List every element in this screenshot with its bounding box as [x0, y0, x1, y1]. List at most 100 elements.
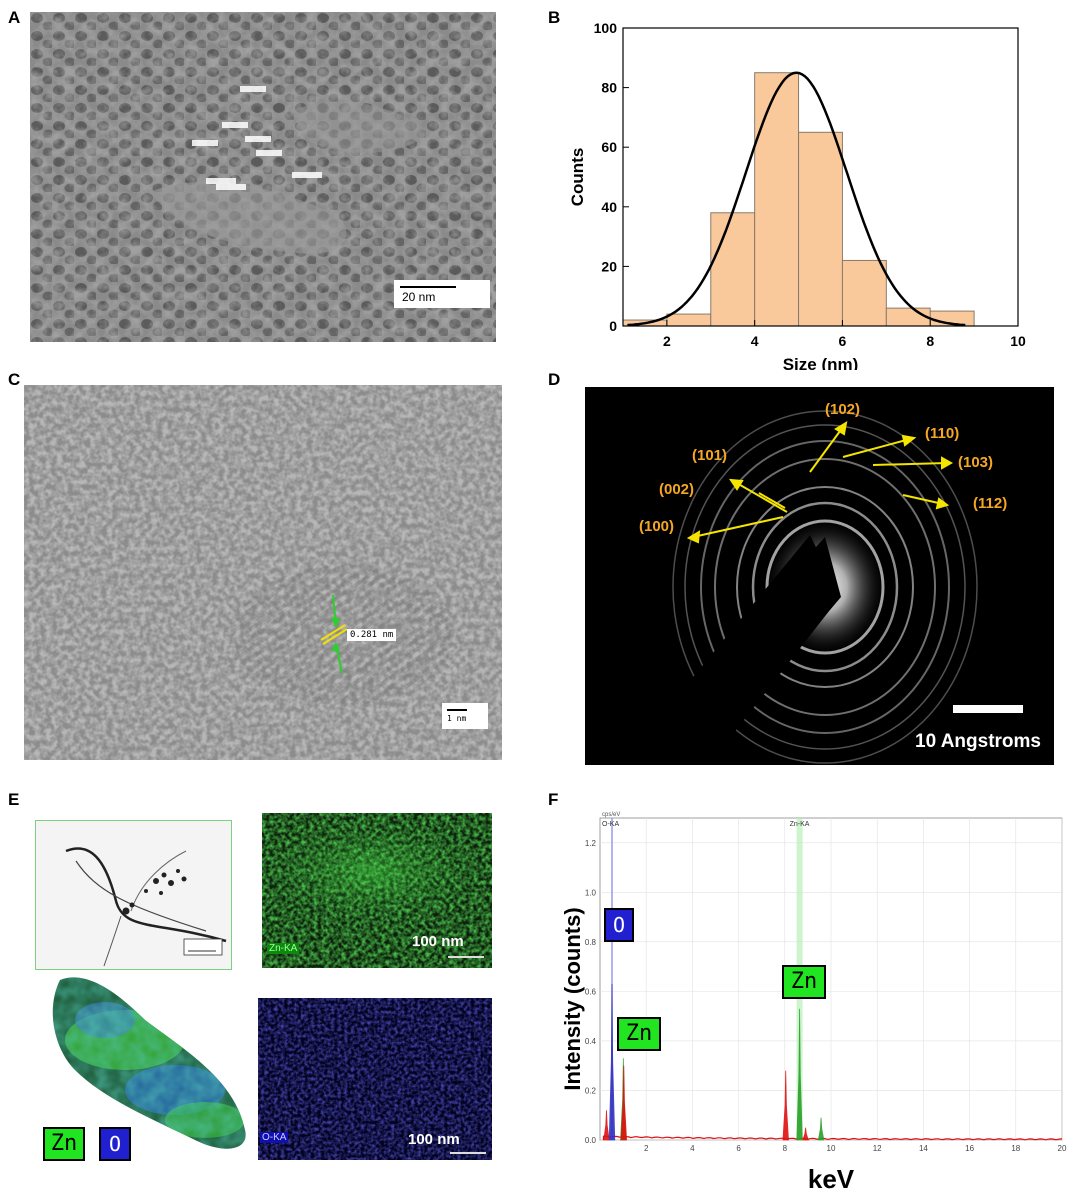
panel-label-a: A — [8, 8, 21, 27]
y-tick-label-f-0: 0.0 — [585, 1136, 597, 1145]
tem-image: 20 nm — [30, 12, 496, 342]
x-tick-label-4: 10 — [1010, 333, 1026, 349]
histogram-bar-1 — [666, 313, 712, 327]
zn-map-scale-line — [448, 956, 484, 958]
o-map-svg — [258, 998, 492, 1160]
spectrum-peak-5 — [796, 1008, 803, 1141]
overlay-map — [35, 970, 250, 1160]
ring-label-112: (112) — [973, 495, 1008, 512]
eds-legend-zn-1: Zn — [617, 1017, 661, 1051]
y-tick-label-0: 0 — [609, 318, 617, 334]
scale-bar-line — [400, 286, 456, 288]
legend-o-badge: O — [99, 1127, 131, 1161]
y-tick-label-3: 60 — [601, 139, 617, 155]
bright-field-svg — [65, 847, 227, 967]
y-tick-label-f-1: 0.2 — [585, 1086, 597, 1095]
histogram-bar-2 — [710, 212, 756, 327]
histogram-bar-4 — [798, 131, 843, 327]
x-tick-label-2: 6 — [839, 333, 847, 349]
plot-frame — [622, 27, 1019, 327]
eds-legend-o: O — [604, 908, 634, 942]
tem-image-texture — [30, 12, 496, 342]
overlay-map-svg — [52, 977, 246, 1149]
x-tick-label-f-4: 10 — [827, 1144, 836, 1153]
y-tick-label-2: 40 — [601, 199, 617, 215]
y-tick-label-5: 100 — [594, 20, 618, 36]
marker-label-zn: Zn-KA — [790, 821, 810, 828]
o-map-label: O-KA — [260, 1132, 289, 1143]
zn-map-svg — [262, 813, 492, 968]
bright-field-image — [35, 820, 232, 970]
top-unit-label: cps/eV — [602, 812, 620, 818]
scale-bar-box: 20 nm — [394, 280, 490, 308]
spectrum-peak-1 — [608, 983, 616, 1141]
ring-label-100: (100) — [639, 518, 675, 535]
ring-label-103: (103) — [958, 454, 994, 471]
hrtem-image: 0.281 nm 1 nm — [24, 385, 502, 760]
scale-bar-label-d: 10 Angstroms — [915, 731, 1041, 752]
x-axis-label: Size (nm) — [783, 355, 859, 370]
y-tick-label-f-2: 0.4 — [585, 1037, 597, 1046]
y-axis-label: Counts — [568, 148, 587, 207]
o-map-scale-line — [450, 1152, 486, 1154]
x-tick-label-f-3: 8 — [783, 1144, 788, 1153]
panel-label-d: D — [548, 370, 561, 389]
x-tick-label-f-1: 4 — [690, 1144, 695, 1153]
scale-bar-label-c: 1 nm — [447, 714, 467, 723]
saed-pattern: (100) (002) (101) (102) (110) (103) (112… — [585, 387, 1054, 765]
eds-spectrum-chart: 0.0 0.2 0.4 0.6 0.8 1.0 1.2 2 4 6 8 10 12 14 16 18 20 O-K… — [560, 812, 1067, 1194]
zn-map-label: Zn-KA — [267, 943, 300, 954]
marker-label-o: O-KA — [602, 821, 619, 828]
x-tick-label-f-6: 14 — [919, 1144, 928, 1153]
x-tick-label-f-7: 16 — [965, 1144, 974, 1153]
eds-legend-zn-2: Zn — [782, 965, 826, 999]
histogram-bar-5 — [841, 259, 887, 327]
x-tick-label-f-5: 12 — [873, 1144, 882, 1153]
hrtem-texture — [24, 385, 502, 760]
spectrum-peak-7 — [817, 1117, 825, 1141]
saed-svg — [672, 410, 978, 764]
y-tick-label-4: 80 — [601, 80, 617, 96]
y-tick-label-1: 20 — [601, 258, 617, 274]
spectrum-peak-4 — [782, 1070, 789, 1141]
panel-label-c: C — [8, 370, 21, 389]
panel-label-f: F — [548, 790, 559, 809]
zn-map-scale-label: 100 nm — [412, 933, 464, 950]
scale-bar-box-c: 1 nm — [442, 703, 488, 729]
y-tick-label-f-3: 0.6 — [585, 987, 597, 996]
x-tick-label-f-0: 2 — [644, 1144, 649, 1153]
x-tick-label-3: 8 — [926, 333, 934, 349]
spectrum-peak-0 — [603, 1110, 610, 1141]
zn-map: Zn-KA 100 nm — [262, 813, 492, 968]
panel-label-e: E — [8, 790, 20, 809]
histogram-bar-3 — [754, 72, 800, 327]
lattice-spacing-label: 0.281 nm — [347, 629, 397, 641]
y-axis-label-f: Intensity (counts) — [560, 907, 585, 1090]
x-tick-label-1: 4 — [751, 333, 759, 349]
scale-bar-label: 20 nm — [402, 290, 436, 304]
gaussian-fit-line — [627, 71, 966, 327]
o-map-scale-label: 100 nm — [408, 1131, 460, 1148]
x-axis-label-f: keV — [808, 1164, 855, 1194]
panel-label-b: B — [548, 8, 561, 27]
legend-zn-badge: Zn — [43, 1127, 85, 1161]
spectrum-peak-3 — [620, 1065, 627, 1141]
x-tick-label-f-8: 18 — [1011, 1144, 1020, 1153]
scale-bar-line-c — [447, 709, 467, 711]
x-tick-label-f-9: 20 — [1058, 1144, 1067, 1153]
y-tick-label-f-4: 0.8 — [585, 938, 597, 947]
histogram-bar-6 — [885, 307, 931, 327]
scale-bar-line-d — [953, 705, 1023, 713]
y-tick-label-f-5: 1.0 — [585, 888, 597, 897]
x-tick-label-f-2: 6 — [736, 1144, 741, 1153]
x-tick-label-0: 2 — [663, 333, 671, 349]
ring-label-110: (110) — [925, 425, 960, 442]
o-map: O-KA 100 nm — [258, 998, 492, 1160]
spectrum-baseline — [602, 1135, 1063, 1141]
ring-label-101: (101) — [692, 447, 728, 464]
spectrum-peak-6 — [802, 1127, 809, 1141]
y-tick-label-f-6: 1.2 — [585, 839, 597, 848]
ring-label-102: (102) — [825, 401, 861, 418]
ring-label-002: (002) — [659, 481, 695, 498]
